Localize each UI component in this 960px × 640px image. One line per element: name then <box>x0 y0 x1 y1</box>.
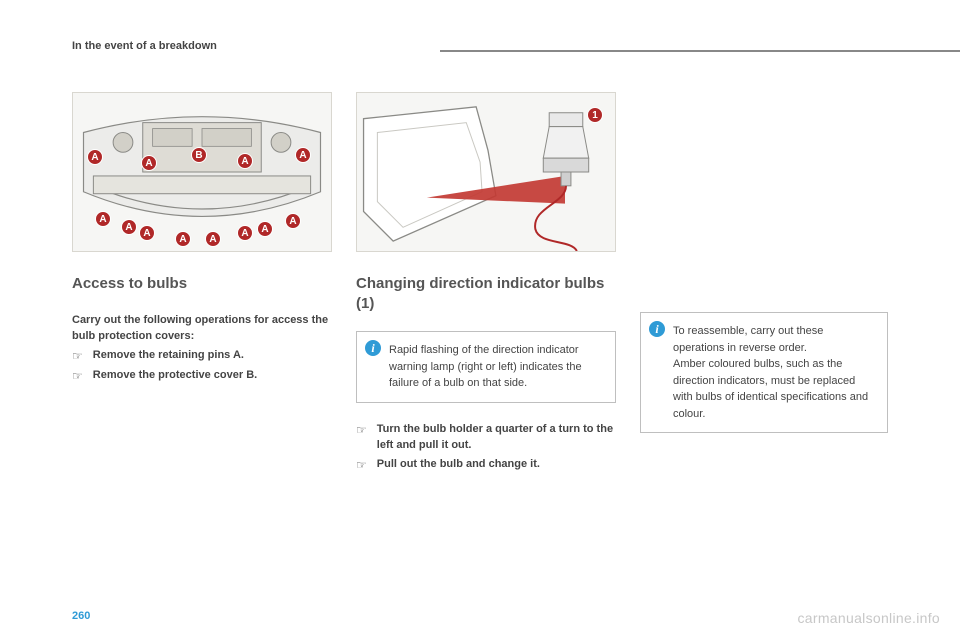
access-step-text: Remove the retaining pins A. <box>93 347 244 365</box>
marker-a: A <box>237 225 253 241</box>
access-step-text: Remove the protective cover B. <box>93 367 257 385</box>
marker-a: A <box>285 213 301 229</box>
spacer <box>640 92 888 312</box>
section-title-access: Access to bulbs <box>72 274 332 294</box>
marker-a: A <box>257 221 273 237</box>
content-columns: A A B A A A A A A A A A A Access to bulb… <box>72 92 888 474</box>
marker-a: A <box>121 219 137 235</box>
access-step: ☞ Remove the retaining pins A. <box>72 347 332 365</box>
figure-bulb-holder: 1 <box>356 92 616 252</box>
access-intro: Carry out the following operations for a… <box>72 312 332 345</box>
bullet-icon: ☞ <box>356 456 367 474</box>
bullet-icon: ☞ <box>72 347 83 365</box>
bulb-illustration <box>357 93 615 251</box>
info-box-flashing: i Rapid flashing of the direction indica… <box>356 331 616 403</box>
marker-a: A <box>87 149 103 165</box>
info-icon: i <box>649 321 665 337</box>
page-number: 260 <box>72 610 90 622</box>
column-left: A A B A A A A A A A A A A Access to bulb… <box>72 92 332 474</box>
column-middle: 1 Changing direction indicator bulbs (1)… <box>356 92 616 474</box>
change-step-text: Turn the bulb holder a quarter of a turn… <box>377 421 616 454</box>
change-step: ☞ Pull out the bulb and change it. <box>356 456 616 474</box>
info-box-reassemble: i To reassemble, carry out these operati… <box>640 312 888 433</box>
marker-a: A <box>205 231 221 247</box>
marker-a: A <box>95 211 111 227</box>
change-step-text: Pull out the bulb and change it. <box>377 456 540 474</box>
bullet-icon: ☞ <box>72 367 83 385</box>
marker-a: A <box>139 225 155 241</box>
callout-1: 1 <box>587 107 603 123</box>
section-title-changing: Changing direction indicator bulbs (1) <box>356 274 616 313</box>
marker-b: B <box>191 147 207 163</box>
info-reassemble-text: To reassemble, carry out these operation… <box>673 325 868 420</box>
figure-engine-bay: A A B A A A A A A A A A A <box>72 92 332 252</box>
marker-a: A <box>295 147 311 163</box>
header-rule <box>440 50 960 52</box>
column-right: i To reassemble, carry out these operati… <box>640 92 888 474</box>
access-step: ☞ Remove the protective cover B. <box>72 367 332 385</box>
watermark: carmanualsonline.info <box>798 610 941 626</box>
change-step: ☞ Turn the bulb holder a quarter of a tu… <box>356 421 616 454</box>
marker-a: A <box>175 231 191 247</box>
info-icon: i <box>365 340 381 356</box>
bullet-icon: ☞ <box>356 421 367 454</box>
marker-a: A <box>141 155 157 171</box>
info-flashing-text: Rapid flashing of the direction indicato… <box>389 344 582 389</box>
marker-a: A <box>237 153 253 169</box>
